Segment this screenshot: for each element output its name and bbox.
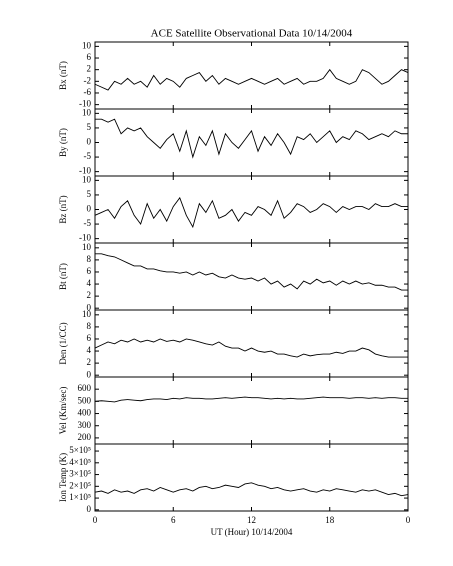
y-tick-label: 8 [87, 321, 92, 331]
y-tick-label: 6 [87, 333, 92, 343]
y-tick-label: 10 [82, 40, 92, 50]
y-tick-label: 0 [87, 204, 92, 214]
y-tick-label: 5 [87, 189, 92, 199]
y-tick-label: 2 [87, 64, 92, 74]
y-axis-label: By (nT) [58, 128, 68, 157]
y-tick-label: 300 [78, 420, 92, 430]
y-tick-label: 2×10⁵ [69, 480, 91, 490]
panel-frame [94, 309, 409, 378]
y-axis-label: Bt (nT) [58, 263, 68, 290]
y-tick-label: 600 [78, 383, 92, 393]
y-tick-label: 3×10⁵ [69, 469, 91, 479]
y-tick-label: 4×10⁵ [69, 457, 91, 467]
x-axis-label: UT (Hour) 10/14/2004 [211, 527, 293, 537]
y-axis-label: Bz (nT) [58, 195, 68, 223]
x-tick-label: 6 [171, 515, 176, 525]
y-tick-label: 2 [87, 357, 92, 367]
x-tick-label: 18 [325, 515, 335, 525]
y-axis-label: Bx (nT) [58, 61, 68, 90]
data-line [94, 196, 408, 229]
panel-frame [94, 242, 409, 311]
x-tick-label: 12 [247, 515, 256, 525]
y-tick-label: -10 [79, 99, 91, 109]
y-tick-label: 6 [87, 266, 92, 276]
x-tick-label: 0 [406, 515, 411, 525]
y-tick-label: -10 [79, 233, 91, 243]
y-axis-label: Den (1/CC) [58, 322, 68, 364]
panel-frame [94, 175, 409, 244]
y-tick-label: 4 [87, 278, 92, 288]
data-line [94, 482, 409, 497]
x-tick-label: 0 [93, 515, 98, 525]
y-tick-label: 5×10⁵ [69, 445, 91, 455]
y-tick-label: 1×10⁵ [69, 492, 91, 502]
y-tick-label: -5 [84, 151, 92, 161]
panel-frame [94, 443, 409, 512]
data-line [95, 118, 408, 159]
data-line [95, 253, 408, 291]
y-tick-label: -6 [84, 87, 92, 97]
data-line [94, 338, 408, 358]
y-tick-label: 10 [82, 309, 92, 319]
y-tick-label: -5 [84, 218, 92, 228]
y-tick-label: 6 [87, 52, 92, 62]
y-tick-label: 10 [82, 174, 92, 184]
panel-frame [94, 108, 409, 177]
y-tick-label: 0 [87, 504, 92, 514]
y-axis-label: Ion Temp (K) [58, 453, 68, 502]
y-tick-label: 0 [87, 302, 92, 312]
panel-frame [94, 376, 409, 445]
y-tick-label: 200 [78, 432, 92, 442]
y-tick-label: 8 [87, 254, 92, 264]
y-tick-label: 400 [78, 408, 92, 418]
y-tick-label: 2 [87, 290, 92, 300]
y-tick-label: -10 [79, 166, 91, 176]
y-tick-label: 500 [78, 395, 92, 405]
y-tick-label: 10 [82, 107, 92, 117]
y-tick-label: -2 [84, 75, 92, 85]
y-tick-label: 4 [87, 345, 92, 355]
data-line [94, 396, 408, 403]
data-line [94, 68, 409, 91]
y-tick-label: 0 [87, 369, 92, 379]
panel-frame [94, 41, 409, 110]
y-axis-label: Vel (Km/sec) [58, 387, 68, 435]
y-tick-label: 0 [87, 137, 92, 147]
y-tick-label: 5 [87, 122, 92, 132]
y-tick-label: 10 [82, 242, 92, 252]
chart-title: ACE Satellite Observational Data 10/14/2… [151, 28, 353, 40]
